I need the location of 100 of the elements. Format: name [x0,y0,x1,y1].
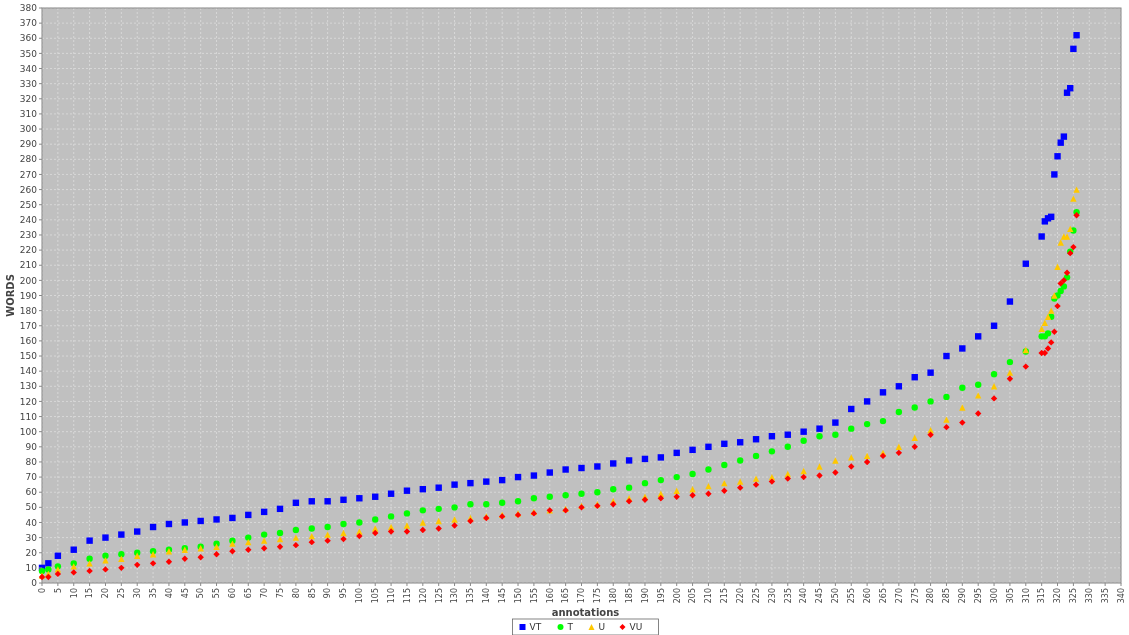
x-tick-label: 330 [1085,588,1095,604]
y-tick-label: 120 [19,396,38,407]
x-tick-label: 180 [609,588,619,604]
x-tick-label: 115 [402,588,412,604]
y-tick-label: 20 [25,547,38,558]
y-tick-label: 30 [25,532,38,543]
y-tick-label: 180 [19,305,38,316]
x-tick-label: 280 [926,588,936,604]
y-tick-label: 10 [25,563,38,574]
x-tick-label: 45 [180,588,190,599]
y-tick-label: 360 [19,33,38,44]
legend-label: T [566,622,574,633]
y-tick-label: 160 [19,336,38,347]
x-tick-label: 295 [973,588,983,604]
y-tick-label: 250 [19,199,38,210]
x-tick-label: 60 [228,588,238,599]
y-tick-label: 50 [25,502,38,513]
x-tick-label: 185 [624,588,634,604]
x-tick-label: 70 [259,588,269,599]
x-tick-label: 15 [85,588,95,599]
x-tick-label: 245 [815,588,825,604]
y-tick-label: 310 [19,109,38,120]
y-tick-label: 290 [19,139,38,150]
x-tick-label: 175 [593,588,603,604]
x-tick-label: 20 [101,588,111,599]
x-tick-label: 340 [1116,588,1126,604]
x-tick-label: 105 [371,588,381,604]
x-tick-label: 30 [133,588,143,599]
x-tick-label: 130 [450,588,460,604]
x-tick-label: 140 [482,588,492,604]
x-tick-label: 120 [418,588,428,604]
y-tick-label: 80 [25,457,38,468]
x-tick-label: 210 [704,588,714,604]
y-tick-label: 270 [19,169,38,180]
x-tick-label: 325 [1069,588,1079,604]
y-tick-label: 130 [19,381,38,392]
y-tick-label: 220 [19,245,38,256]
x-tick-label: 40 [164,588,174,599]
x-tick-label: 135 [466,588,476,604]
x-tick-label: 5 [53,588,63,594]
y-tick-label: 320 [19,93,38,104]
legend-label: U [598,622,606,633]
y-tick-label: 40 [25,517,38,528]
legend-label: VU [629,622,643,633]
x-tick-label: 160 [545,588,555,604]
x-tick-label: 85 [307,588,317,599]
y-tick-label: 90 [25,441,38,452]
x-tick-label: 240 [799,588,809,604]
x-axis-title: annotations [551,607,620,618]
x-tick-label: 95 [339,588,349,599]
x-tick-label: 265 [878,588,888,604]
x-tick-label: 255 [847,588,857,604]
x-tick-label: 75 [275,588,285,599]
x-tick-label: 250 [831,588,841,604]
x-tick-label: 55 [212,588,222,599]
y-tick-label: 280 [19,154,38,165]
x-tick-label: 35 [148,588,158,599]
x-tick-label: 305 [1005,588,1015,604]
y-tick-label: 370 [19,18,38,29]
x-tick-label: 290 [958,588,968,604]
x-tick-label: 220 [735,588,745,604]
x-tick-label: 155 [529,588,539,604]
legend-label: VT [529,622,542,633]
y-tick-label: 350 [19,48,38,59]
x-tick-label: 270 [894,588,904,604]
x-tick-label: 65 [244,588,254,599]
x-tick-label: 90 [323,588,333,599]
y-tick-label: 200 [19,275,38,286]
x-tick-label: 195 [656,588,666,604]
x-tick-label: 110 [386,588,396,604]
x-tick-label: 225 [751,588,761,604]
x-tick-label: 25 [117,588,127,599]
x-tick-label: 310 [1021,588,1031,604]
x-tick-label: 285 [942,588,952,604]
y-tick-label: 340 [19,63,38,74]
x-tick-label: 230 [767,588,777,604]
x-tick-label: 200 [672,588,682,604]
x-tick-label: 165 [561,588,571,604]
x-tick-label: 315 [1037,588,1047,604]
x-tick-label: 190 [640,588,650,604]
y-tick-label: 60 [25,487,38,498]
x-tick-label: 125 [434,588,444,604]
x-tick-label: 300 [989,588,999,604]
x-tick-label: 260 [862,588,872,604]
x-tick-label: 215 [720,588,730,604]
x-tick-label: 320 [1053,588,1063,604]
x-tick-label: 170 [577,588,587,604]
y-tick-label: 300 [19,124,38,135]
x-tick-label: 50 [196,588,206,599]
x-tick-label: 80 [291,588,301,599]
x-tick-label: 275 [910,588,920,604]
y-tick-label: 70 [25,472,38,483]
y-tick-label: 380 [19,3,38,14]
x-tick-label: 145 [497,588,507,604]
y-tick-label: 240 [19,214,38,225]
y-tick-label: 260 [19,184,38,195]
y-tick-label: 210 [19,260,38,271]
x-tick-label: 205 [688,588,698,604]
y-tick-label: 330 [19,78,38,89]
x-tick-label: 100 [355,588,365,604]
